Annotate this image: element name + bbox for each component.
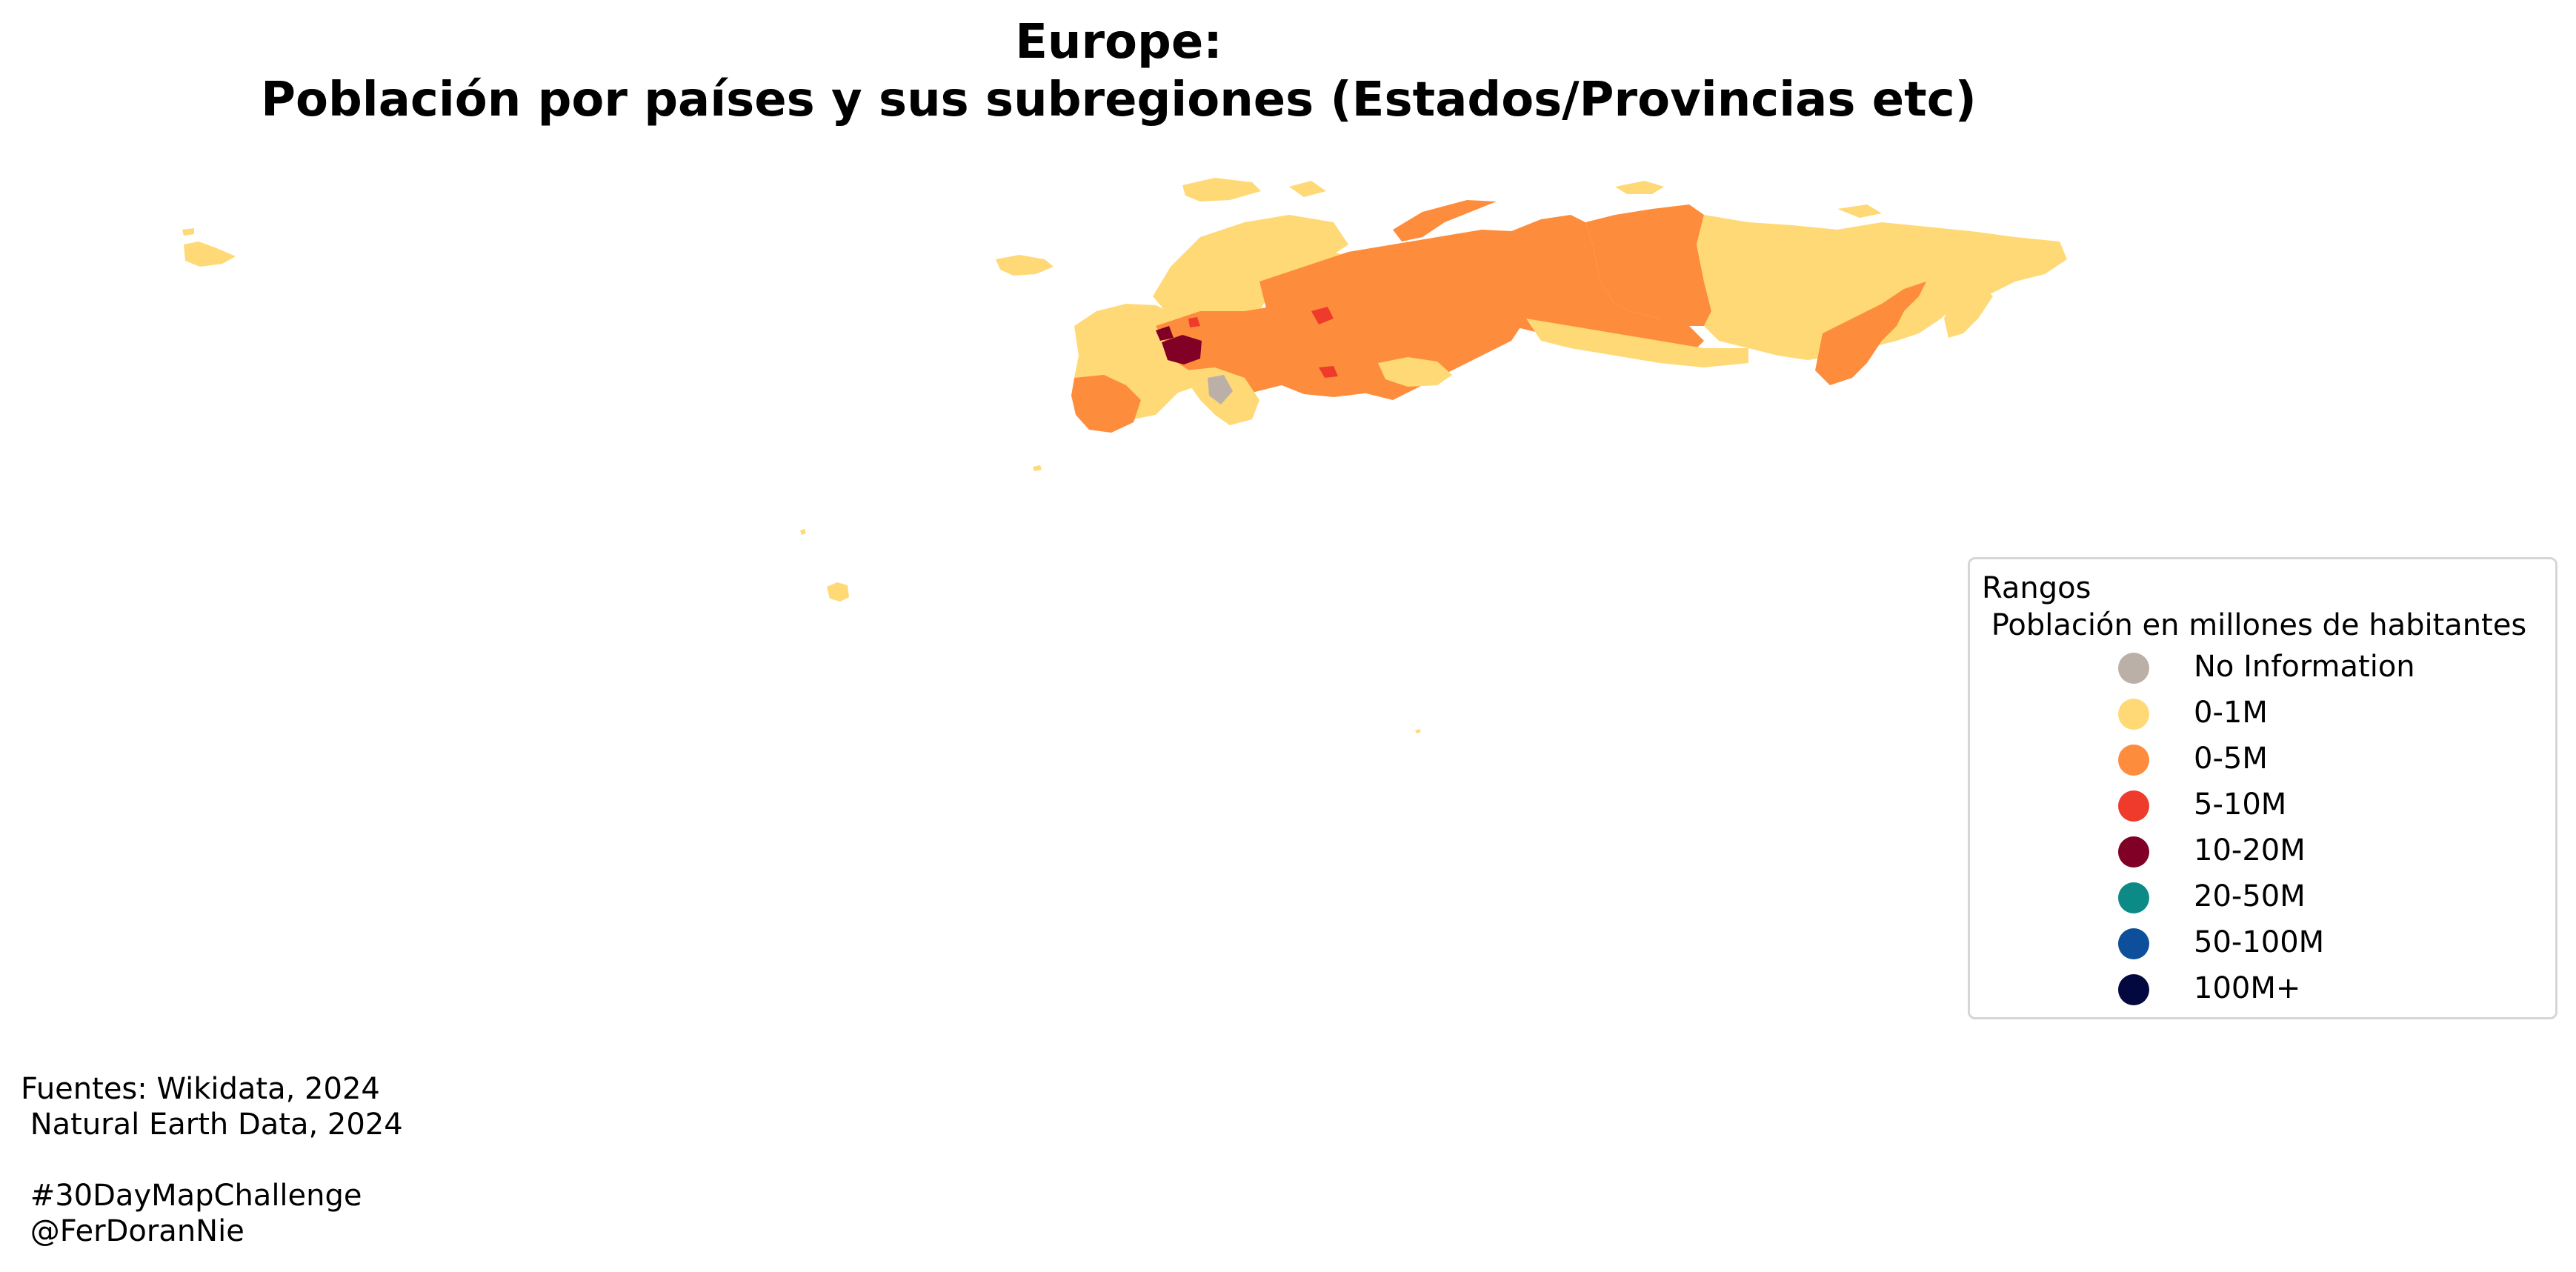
region-germany-south xyxy=(1162,335,1202,364)
region-east-high xyxy=(1188,317,1200,327)
legend-swatch xyxy=(2118,974,2149,1005)
region-caucasus xyxy=(1378,357,1452,387)
region-siberia-central xyxy=(1585,204,1711,326)
region-balkans-no-info xyxy=(1208,375,1233,404)
region-new-siberian xyxy=(1837,204,1882,218)
legend-label: 0-1M xyxy=(2194,696,2268,730)
region-istanbul xyxy=(1319,366,1338,378)
legend-title: Rangos Población en millones de habitant… xyxy=(1982,571,2527,642)
region-west-island xyxy=(182,228,236,267)
region-scandinavia xyxy=(1153,215,1348,330)
region-arctic-islands-west xyxy=(1182,178,1261,202)
region-british-isles xyxy=(996,255,1054,276)
legend-swatch xyxy=(2118,882,2149,913)
legend-label: 50-100M xyxy=(2194,925,2325,959)
legend-swatch xyxy=(2118,836,2149,868)
map-title-line2: Población por países y sus subregiones (… xyxy=(261,73,1977,127)
region-madeira xyxy=(827,582,849,602)
legend-swatch xyxy=(2118,653,2149,684)
region-siberia-east xyxy=(1697,215,2067,360)
legend-label: 20-50M xyxy=(2194,879,2306,913)
footer-credits: Fuentes: Wikidata, 2024 Natural Earth Da… xyxy=(21,1072,403,1248)
legend-swatch xyxy=(2118,790,2149,822)
region-moscow xyxy=(1311,307,1334,324)
map-title-line1: Europe: xyxy=(1015,15,1222,70)
legend-swatch xyxy=(2118,745,2149,776)
region-small-south xyxy=(1415,729,1421,733)
legend-swatch xyxy=(2118,699,2149,730)
region-south-steppe xyxy=(1526,319,1748,367)
region-arctic-islands-east xyxy=(1289,181,1326,197)
legend-label: 0-5M xyxy=(2194,742,2268,776)
region-novaya-zemlya xyxy=(1393,200,1497,242)
region-canary-islands xyxy=(1033,465,1042,471)
legend-label: 10-20M xyxy=(2194,833,2306,868)
region-turkey xyxy=(1274,359,1378,397)
legend-label: 100M+ xyxy=(2194,971,2301,1005)
region-germany-west xyxy=(1156,326,1174,341)
region-iberia xyxy=(1071,375,1141,433)
region-kamchatka xyxy=(1944,282,1993,338)
map-title: Europe: Población por países y sus subre… xyxy=(0,13,2237,129)
region-far-east xyxy=(1815,282,1926,385)
legend-label: 5-10M xyxy=(2194,787,2287,822)
map-legend: Rangos Población en millones de habitant… xyxy=(1968,557,2557,1019)
region-small-atlantic xyxy=(800,529,806,535)
region-siberia-west xyxy=(1393,215,1704,356)
legend-label: No Information xyxy=(2194,650,2415,684)
legend-swatch xyxy=(2118,928,2149,959)
region-franz-josef xyxy=(1615,181,1664,194)
